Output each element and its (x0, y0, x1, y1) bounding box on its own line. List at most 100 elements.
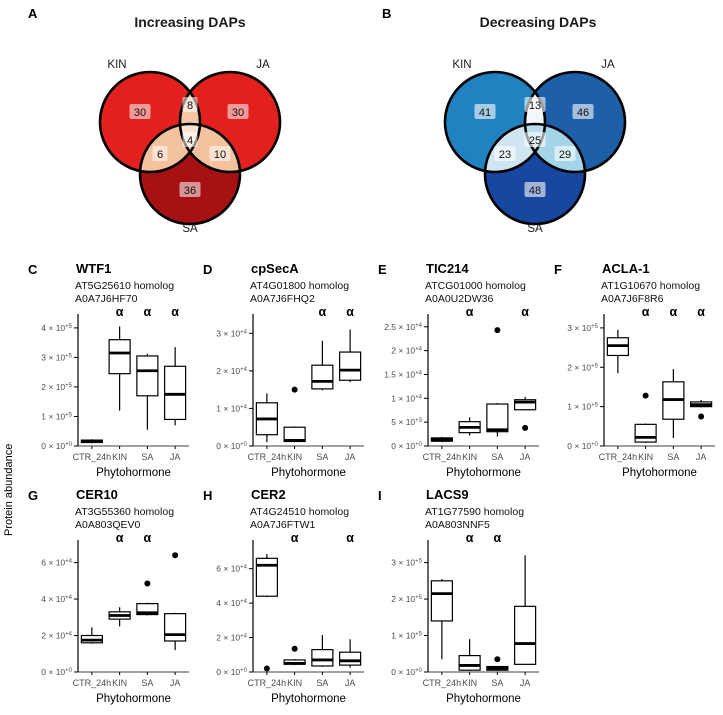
svg-text:α: α (144, 531, 152, 545)
svg-text:α: α (670, 305, 678, 319)
axes (77, 314, 189, 447)
svg-text:JA: JA (345, 452, 356, 462)
venn-title-decreasing: Decreasing DAPs (479, 14, 597, 30)
svg-text:36: 36 (184, 185, 196, 197)
boxplot-panel-acla1: F ACLA-1 AT1G10670 homolog A0A7J6F8R6 0 ×… (546, 258, 722, 484)
x-axis-title: Phytohormone (446, 693, 521, 705)
svg-text:0 × 10+0: 0 × 10+0 (41, 667, 72, 677)
svg-text:α: α (171, 305, 179, 319)
panel-subtitle: AT4G01800 homolog A0A7J6FHQ2 (250, 280, 350, 305)
panel-subtitle: AT1G77590 homolog A0A803NNF5 (425, 506, 525, 531)
x-ticks: CTR_24h KIN SA JA (599, 446, 706, 462)
svg-text:CTR_24h: CTR_24h (423, 452, 462, 462)
svg-text:α: α (116, 305, 124, 319)
venn-count-labels: 41 46 13 25 23 29 48 (474, 97, 594, 197)
boxplot-panel-tic214: E TIC214 ATCG01000 homolog A0A0U2DW36 0 ×… (370, 258, 546, 484)
svg-text:α: α (697, 305, 705, 319)
svg-text:SA: SA (141, 452, 153, 462)
boxes (255, 329, 362, 443)
svg-text:8: 8 (187, 100, 193, 112)
svg-text:0 × 10+0: 0 × 10+0 (41, 441, 72, 451)
svg-text:30: 30 (134, 107, 146, 119)
svg-text:KIN: KIN (112, 452, 127, 462)
boxes (80, 326, 187, 444)
svg-text:13: 13 (529, 100, 541, 112)
panel-title-acla1: ACLA-1 (602, 261, 650, 276)
panel-letter-c: C (28, 262, 38, 277)
svg-text:30: 30 (232, 107, 244, 119)
svg-text:KIN: KIN (287, 452, 302, 462)
y-ticks: 0 × 10+0 1 × 10+5 2 × 10+5 3 × 10+5 (391, 558, 428, 677)
svg-text:5 × 10+3: 5 × 10+3 (391, 417, 422, 427)
x-axis-title: Phytohormone (446, 467, 521, 479)
boxplot-chart-tic214: 0 × 10+0 5 × 10+3 1 × 10+4 1.5 × 10+4 2 × 10… (384, 305, 539, 479)
boxes (430, 555, 537, 671)
svg-text:2 × 10+5: 2 × 10+5 (41, 382, 72, 392)
svg-text:JA: JA (520, 678, 531, 688)
axes (427, 540, 539, 673)
panel-letter-g: G (28, 488, 39, 503)
svg-text:CTR_24h: CTR_24h (248, 452, 287, 462)
boxes (255, 554, 362, 672)
x-ticks: CTR_24h KIN SA JA (73, 446, 180, 462)
panel-subtitle: AT5G25610 homolog A0A7J6HF70 (75, 280, 175, 305)
svg-text:JA: JA (256, 59, 270, 71)
venn-outlines (443, 70, 627, 226)
panel-letter-f: F (554, 262, 562, 277)
boxplot-chart-cer2: 0 × 10+0 2 × 10+4 4 × 10+4 6 × 10+4 CTR_24h K… (216, 531, 364, 705)
svg-text:2 × 10+4: 2 × 10+4 (216, 633, 247, 643)
svg-text:SA: SA (527, 223, 543, 235)
y-ticks: 0 × 10+0 1 × 10+5 2 × 10+5 3 × 10+5 (567, 323, 604, 451)
axes (427, 314, 539, 447)
svg-text:3 × 10+5: 3 × 10+5 (391, 558, 422, 568)
svg-text:CTR_24h: CTR_24h (73, 452, 112, 462)
boxplot-chart-acla1: 0 × 10+0 1 × 10+5 2 × 10+5 3 × 10+5 CTR_24h K… (567, 305, 715, 479)
svg-text:CTR_24h: CTR_24h (599, 452, 638, 462)
svg-text:α: α (144, 305, 152, 319)
axes (77, 540, 189, 673)
axes (252, 314, 364, 447)
boxes (80, 552, 187, 651)
svg-text:SA: SA (316, 452, 328, 462)
panel-letter-a: A (28, 6, 38, 21)
svg-text:SA: SA (491, 452, 503, 462)
panel-title-cer2: CER2 (251, 487, 286, 502)
x-axis-title: Phytohormone (271, 467, 346, 479)
svg-text:1 × 10+5: 1 × 10+5 (567, 402, 598, 412)
svg-text:α: α (494, 531, 502, 545)
boxplot-chart-cpseca: 0 × 10+0 1 × 10+4 2 × 10+4 3 × 10+4 CTR_24h K… (216, 305, 364, 479)
y-ticks: 0 × 10+0 1 × 10+5 2 × 10+5 3 × 10+5 4 × 10+5 (41, 323, 78, 451)
svg-text:α: α (319, 305, 327, 319)
panel-letter-b: B (382, 6, 392, 21)
svg-text:α: α (521, 305, 529, 319)
svg-text:6 × 10+4: 6 × 10+4 (41, 558, 72, 568)
svg-text:0 × 10+0: 0 × 10+0 (216, 667, 247, 677)
venn-set-labels: KIN JA SA (452, 59, 615, 235)
svg-text:0 × 10+0: 0 × 10+0 (567, 441, 598, 451)
venn-count-labels: 30 30 8 4 6 10 36 (129, 97, 249, 197)
panel-title-tic214: TIC214 (426, 261, 469, 276)
svg-text:KIN: KIN (287, 678, 302, 688)
svg-text:4 × 10+5: 4 × 10+5 (41, 323, 72, 333)
boxplot-chart-cer10: 0 × 10+0 2 × 10+4 4 × 10+4 6 × 10+4 CTR_24h K… (41, 531, 189, 705)
axes (603, 314, 715, 447)
svg-text:29: 29 (559, 149, 571, 161)
panel-subtitle: AT1G10670 homolog A0A7J6F8R6 (601, 280, 701, 305)
y-ticks: 0 × 10+0 2 × 10+4 4 × 10+4 6 × 10+4 (41, 558, 78, 677)
svg-text:41: 41 (479, 107, 491, 119)
boxplot-panel-cpseca: D cpSecA AT4G01800 homolog A0A7J6FHQ2 0 ×… (195, 258, 371, 484)
boxes (606, 329, 713, 443)
svg-text:0 × 10+0: 0 × 10+0 (391, 667, 422, 677)
venn-title-increasing: Increasing DAPs (134, 14, 246, 30)
svg-text:2 × 10+4: 2 × 10+4 (216, 366, 247, 376)
panel-title-wtf1: WTF1 (76, 261, 112, 276)
svg-text:48: 48 (529, 185, 541, 197)
panel-title-lacs9: LACS9 (426, 487, 469, 502)
y-axis-label-protein-abundance: Protein abundance (3, 443, 15, 536)
svg-text:23: 23 (499, 149, 511, 161)
svg-text:6 × 10+4: 6 × 10+4 (216, 564, 247, 574)
